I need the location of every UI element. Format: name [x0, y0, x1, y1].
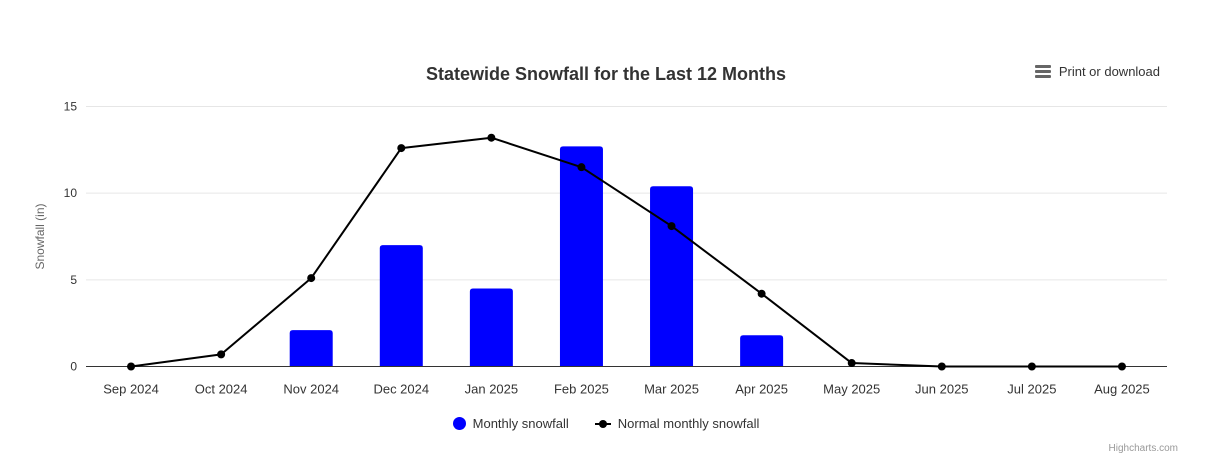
x-axis-tick-label: May 2025: [823, 382, 880, 397]
column-Mar 2025[interactable]: [650, 186, 694, 367]
hamburger-menu-icon: [1034, 65, 1051, 78]
credits-link[interactable]: Highcharts.com: [1108, 443, 1178, 454]
y-axis-tick-label: 15: [64, 100, 78, 114]
legend-item-monthly-snowfall[interactable]: Monthly snowfall: [452, 416, 569, 431]
x-axis-tick-label: Mar 2025: [644, 382, 699, 397]
y-axis-tick-label: 0: [70, 360, 77, 374]
line-series-path: [130, 136, 1122, 368]
legend: Monthly snowfall Normal monthly snowfall: [0, 416, 1212, 431]
x-axis-tick-label: Oct 2024: [195, 382, 248, 397]
x-axis-tick-label: Jun 2025: [915, 382, 969, 397]
line-point-May 2025[interactable]: [847, 359, 856, 368]
line-point-Sep 2024[interactable]: [127, 362, 136, 371]
line-point-Jul 2025[interactable]: [1027, 362, 1036, 371]
line-point-Nov 2024[interactable]: [307, 274, 316, 283]
line-point-Dec 2024[interactable]: [397, 144, 406, 153]
line-point-Jan 2025[interactable]: [487, 133, 496, 142]
legend-label-normal-monthly-snowfall: Normal monthly snowfall: [617, 416, 760, 431]
x-axis-tick-label: Sep 2024: [103, 382, 159, 397]
export-menu-button[interactable]: Print or download: [1034, 64, 1160, 79]
column-Dec 2024[interactable]: [379, 245, 423, 367]
legend-item-normal-monthly-snowfall[interactable]: Normal monthly snowfall: [594, 416, 760, 431]
x-axis-tick-label: Nov 2024: [283, 382, 339, 397]
line-series-marker-icon: [594, 419, 611, 428]
line-point-Aug 2025[interactable]: [1117, 362, 1126, 371]
line-point-Mar 2025[interactable]: [667, 222, 676, 231]
legend-label-monthly-snowfall: Monthly snowfall: [472, 416, 569, 431]
x-axis-tick-label: Jul 2025: [1007, 382, 1056, 397]
column-Nov 2024[interactable]: [289, 330, 333, 367]
column-series-marker-icon: [452, 417, 466, 430]
chart-title: Statewide Snowfall for the Last 12 Month…: [425, 64, 787, 84]
y-axis-tick-label: 10: [64, 186, 78, 200]
column-Apr 2025[interactable]: [740, 335, 784, 367]
x-axis-tick-label: Aug 2025: [1094, 382, 1150, 397]
x-axis-tick-label: Apr 2025: [735, 382, 788, 397]
line-point-Jun 2025[interactable]: [937, 362, 946, 371]
column-Jan 2025[interactable]: [469, 288, 513, 367]
x-axis-tick-label: Feb 2025: [554, 382, 609, 397]
line-point-Oct 2024[interactable]: [217, 350, 226, 359]
export-menu-label: Print or download: [1058, 64, 1160, 79]
column-Feb 2025[interactable]: [559, 146, 603, 367]
x-axis-tick-label: Dec 2024: [373, 382, 429, 397]
line-point-Feb 2025[interactable]: [577, 163, 586, 172]
x-axis-tick-label: Jan 2025: [465, 382, 519, 397]
y-axis-title: Snowfall (in): [33, 203, 47, 269]
y-axis-tick-label: 5: [70, 273, 77, 287]
line-point-Apr 2025[interactable]: [757, 289, 766, 298]
